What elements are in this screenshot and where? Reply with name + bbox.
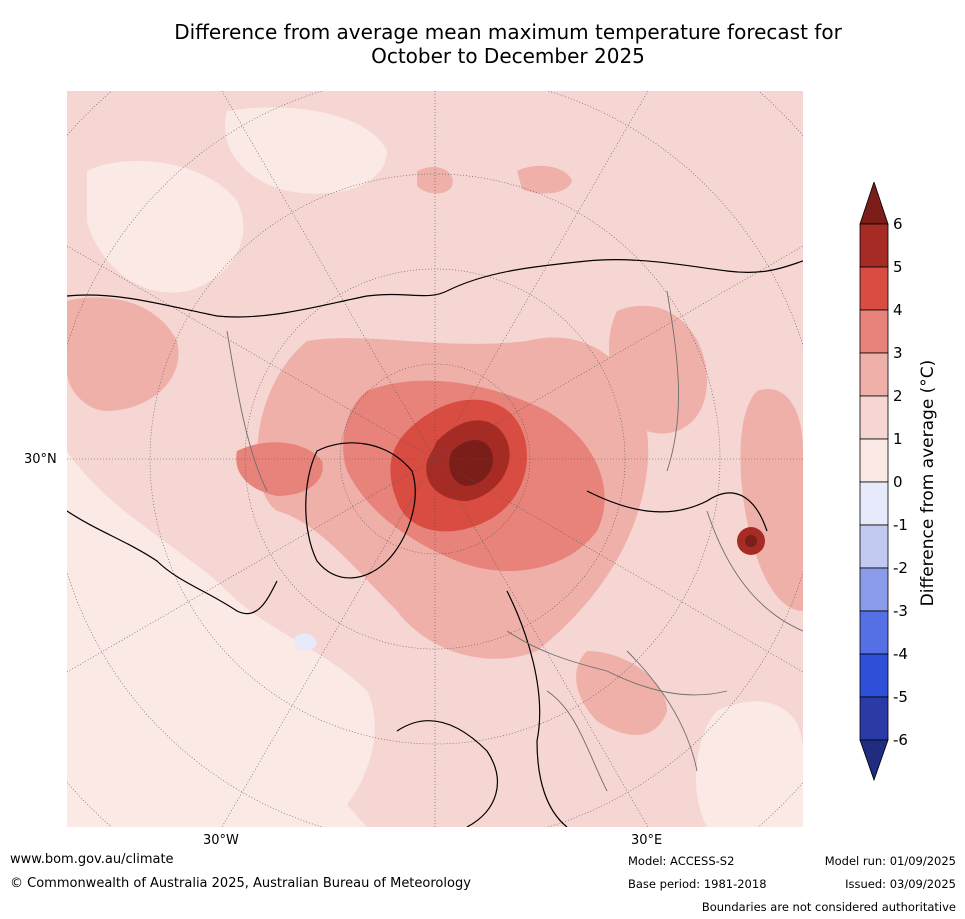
colorbar-segment-3-4 [859,309,889,354]
anomaly-0-1-zone [67,107,803,827]
anomaly-above-6-zone [449,439,757,547]
colorbar-tick: -6 [893,731,908,749]
longitude-label-30e: 30°E [631,833,663,848]
colorbar-tick: 0 [893,473,903,491]
forecast-map [67,91,803,827]
colorbar-tick: -1 [893,516,908,534]
colorbar-tick: 3 [893,344,903,362]
colorbar-segment-m5-m4 [859,653,889,698]
base-period: Base period: 1981-2018 [628,877,767,891]
colorbar-overflow-high [859,182,889,225]
longitude-label-30w: 30°W [203,833,239,848]
colorbar-tick: 1 [893,430,903,448]
colorbar-segment-1-2 [859,395,889,440]
colorbar-segment-2-3 [859,352,889,397]
colorbar-overflow-low [859,739,889,782]
colorbar-segment-m1-0 [859,481,889,526]
colorbar [859,182,889,782]
map-title: Difference from average mean maximum tem… [60,20,956,68]
title-line-1: Difference from average mean maximum tem… [174,20,842,44]
website-link[interactable]: www.bom.gov.au/climate [10,852,174,867]
coastlines [67,259,803,827]
copyright: © Commonwealth of Australia 2025, Austra… [10,876,471,891]
colorbar-segment-m2-m1 [859,524,889,569]
colorbar-segment-m3-m2 [859,567,889,612]
colorbar-tick: 2 [893,387,903,405]
issued-date: Issued: 03/09/2025 [845,877,956,891]
colorbar-tick: 5 [893,258,903,276]
colorbar-tick: 4 [893,301,903,319]
colorbar-tick: 6 [893,215,903,233]
country-borders [226,290,803,792]
colorbar-tick: -4 [893,645,908,663]
colorbar-segment-0-1 [859,438,889,483]
colorbar-segment-4-5 [859,266,889,311]
colorbar-segment-5-6 [859,223,889,268]
latitude-label-30n: 30°N [24,452,57,467]
colorbar-segment-m4-m3 [859,610,889,655]
colorbar-tick: -3 [893,602,908,620]
colorbar-segment-m6-m5 [859,696,889,741]
model-name: Model: ACCESS-S2 [628,854,735,868]
colorbar-tick: -2 [893,559,908,577]
title-line-2: October to December 2025 [371,44,645,68]
graticule [67,91,803,827]
model-run-date: Model run: 01/09/2025 [824,854,956,868]
colorbar-segments [859,223,889,741]
anomaly-below-0-zone [295,633,317,651]
disclaimer: Boundaries are not considered authoritat… [701,900,956,914]
colorbar-label: Difference from average (°C) [918,359,938,607]
colorbar-tick: -5 [893,688,908,706]
